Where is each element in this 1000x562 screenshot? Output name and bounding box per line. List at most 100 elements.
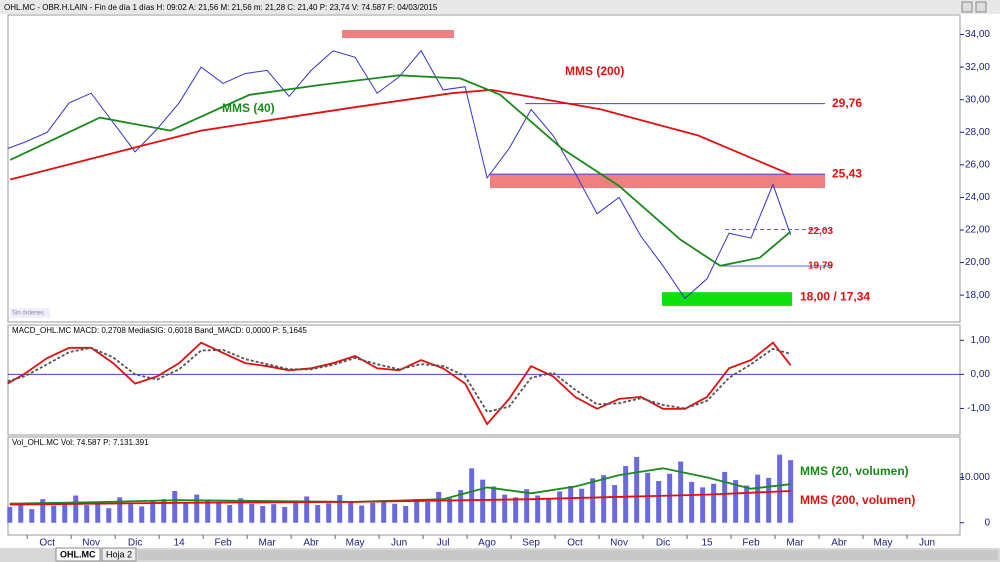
volume-bar — [392, 503, 398, 523]
volume-bar — [304, 496, 310, 523]
y-tick-label: 0 — [984, 517, 990, 528]
y-tick-label: 32,00 — [965, 62, 990, 73]
y-tick-label: 1,00 — [971, 335, 991, 346]
volume-bar — [62, 502, 68, 523]
volume-bar — [337, 495, 343, 523]
y-tick-label: -1,00 — [967, 403, 990, 414]
volume-bar — [722, 471, 728, 523]
volume-bar — [667, 473, 673, 523]
window-button[interactable] — [961, 1, 973, 13]
series-line — [7, 341, 792, 426]
x-tick-label: Nov — [610, 538, 628, 549]
x-tick-label: Dic — [128, 538, 142, 549]
y-tick-label: 34,00 — [965, 29, 990, 40]
volume-bar — [524, 489, 530, 523]
volume-bar — [282, 506, 288, 523]
volume-bar — [95, 502, 101, 523]
volume-bar — [568, 486, 574, 523]
volume-bar — [579, 488, 585, 523]
support-zone — [662, 292, 792, 306]
x-tick-label: Jun — [391, 538, 407, 549]
volume-bar — [315, 505, 321, 523]
price-header: OHL.MC - OBR.H.LAIN - Fin de día 1 días … — [4, 3, 438, 12]
y-tick-label: 20,00 — [965, 257, 990, 268]
tab-label[interactable]: OHL.MC — [60, 549, 96, 559]
volume-bar — [469, 468, 475, 523]
price-panel — [7, 14, 961, 323]
volume-bar — [194, 494, 200, 523]
level-label: 22,03 — [808, 226, 833, 237]
x-tick-label: Jun — [919, 538, 935, 549]
series-line — [7, 49, 792, 300]
level-label: 29,76 — [832, 96, 862, 110]
x-tick-label: May — [874, 538, 893, 549]
volume-bar — [513, 497, 519, 523]
macd-panel — [7, 324, 961, 436]
x-tick-label: Sep — [522, 538, 540, 549]
status-box — [10, 308, 50, 318]
x-tick-label: Nov — [82, 538, 100, 549]
volume-bar — [645, 472, 651, 523]
volume-bar — [480, 479, 486, 523]
volume-bar — [249, 503, 255, 523]
tab-label[interactable]: Hoja 2 — [106, 549, 132, 559]
volume-bar — [557, 491, 563, 523]
volume-bar — [601, 475, 607, 523]
volume-bar — [370, 502, 376, 523]
tab[interactable] — [55, 547, 101, 562]
series-line — [9, 74, 792, 267]
series-line — [7, 346, 791, 413]
x-tick-label: Jul — [437, 538, 450, 549]
volume-bar — [106, 508, 112, 523]
volume-bar — [348, 502, 354, 523]
volume-bar — [139, 506, 145, 523]
x-tick-label: Feb — [742, 538, 760, 549]
volume-bar — [458, 490, 464, 523]
volume-bar — [293, 501, 299, 523]
series-label: MMS (40) — [222, 101, 275, 115]
x-tick-label: Abr — [831, 538, 847, 549]
volume-bar — [788, 460, 794, 523]
volume-bar — [590, 478, 596, 523]
series-line — [9, 467, 791, 505]
volume-bar — [612, 485, 618, 523]
x-tick-label: May — [346, 538, 365, 549]
scrollbar[interactable] — [138, 550, 998, 560]
volume-bar — [755, 474, 761, 523]
y-tick-label: 26,00 — [965, 159, 990, 170]
volume-bar — [700, 487, 706, 523]
volume-bar — [172, 490, 178, 523]
volume-bar — [546, 498, 552, 523]
volume-bar — [227, 505, 233, 523]
tab[interactable] — [101, 547, 137, 562]
volume-bar — [381, 500, 387, 523]
resistance-zone — [490, 174, 825, 189]
x-tick-label: 14 — [174, 538, 186, 549]
y-tick-label: 0,00 — [971, 369, 991, 380]
volume-bar — [414, 499, 420, 523]
macd-header: MACD_OHL.MC MACD: 0,2708 MediaSIG: 0,601… — [12, 326, 307, 335]
y-tick-label: 22,00 — [965, 225, 990, 236]
x-tick-label: Oct — [567, 538, 583, 549]
volume-bar — [656, 481, 662, 523]
y-tick-label: 24,00 — [965, 192, 990, 203]
series-line — [9, 490, 791, 506]
window-button[interactable] — [975, 1, 987, 13]
volume-bar — [689, 481, 695, 523]
x-tick-label: Oct — [39, 538, 55, 549]
header-bar — [0, 0, 1000, 14]
volume-bar — [271, 504, 277, 523]
resistance-zone — [342, 30, 454, 38]
x-tick-label: Abr — [303, 538, 319, 549]
volume-bar — [150, 500, 156, 523]
volume-bar — [634, 456, 640, 523]
volume-header: Vol_OHL.MC Vol: 74.587 P: 7.131.391 — [12, 438, 149, 447]
volume-bar — [238, 498, 244, 523]
x-tick-label: Feb — [215, 538, 233, 549]
volume-bar — [29, 509, 35, 523]
volume-bar — [18, 503, 24, 523]
volume-bar — [436, 491, 442, 523]
volume-bar — [326, 503, 332, 523]
volume-bar — [183, 503, 189, 523]
